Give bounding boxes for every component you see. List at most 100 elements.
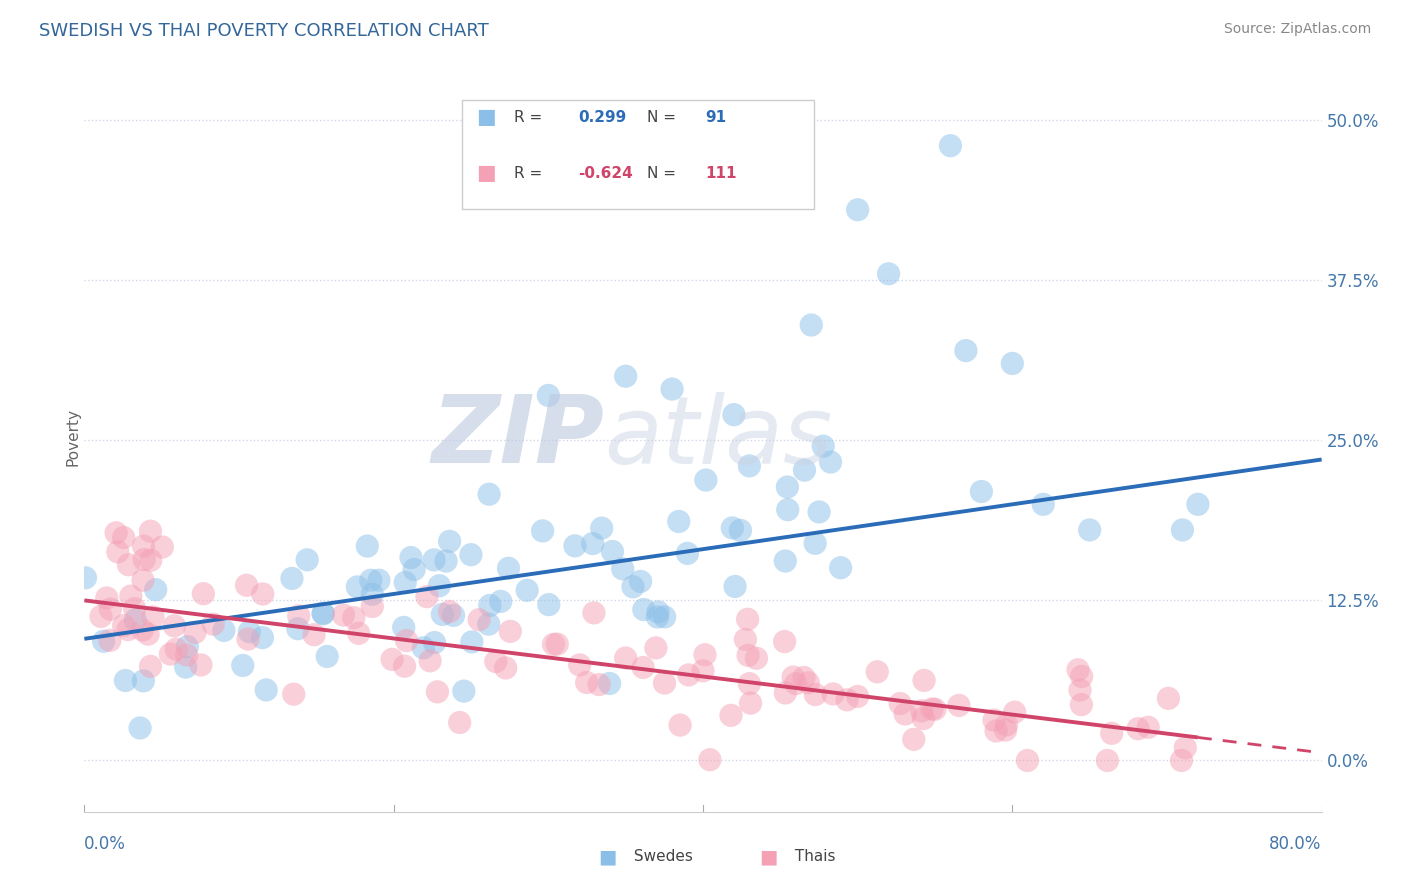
Point bbox=[478, 487, 501, 501]
Point bbox=[630, 574, 652, 589]
Text: 0.299: 0.299 bbox=[578, 110, 626, 125]
Point bbox=[820, 455, 842, 469]
Point bbox=[955, 343, 977, 358]
Point bbox=[631, 660, 654, 674]
Point bbox=[793, 463, 815, 477]
Point bbox=[105, 525, 128, 540]
Point bbox=[1174, 740, 1197, 755]
Text: ■: ■ bbox=[477, 107, 496, 128]
Point bbox=[531, 524, 554, 538]
Point bbox=[394, 659, 416, 673]
Point bbox=[970, 484, 993, 499]
Point bbox=[132, 673, 155, 688]
Point bbox=[846, 690, 869, 704]
Point bbox=[165, 642, 187, 657]
Point bbox=[124, 601, 146, 615]
Point bbox=[112, 618, 135, 632]
Point bbox=[823, 687, 845, 701]
Text: N =: N = bbox=[647, 110, 681, 125]
Point bbox=[434, 554, 457, 568]
Point bbox=[995, 718, 1018, 732]
Point bbox=[163, 619, 186, 633]
Point bbox=[912, 673, 935, 688]
Point bbox=[903, 732, 925, 747]
Point bbox=[734, 632, 756, 647]
Point bbox=[773, 634, 796, 648]
Point bbox=[139, 659, 162, 673]
Point bbox=[1126, 722, 1149, 736]
Point bbox=[738, 458, 761, 473]
Point bbox=[776, 502, 799, 516]
Point bbox=[212, 624, 235, 638]
Point bbox=[139, 553, 162, 567]
Point bbox=[93, 634, 115, 648]
Point bbox=[295, 553, 318, 567]
Point bbox=[131, 623, 153, 637]
Point bbox=[921, 702, 943, 716]
Point bbox=[582, 536, 605, 550]
Point bbox=[360, 573, 382, 587]
Point bbox=[1187, 497, 1209, 511]
Point bbox=[723, 408, 745, 422]
Point bbox=[460, 548, 482, 562]
Text: Swedes: Swedes bbox=[628, 849, 693, 864]
Point bbox=[232, 658, 254, 673]
Point bbox=[96, 591, 118, 605]
Point bbox=[117, 558, 139, 572]
Point bbox=[381, 652, 404, 666]
Point bbox=[633, 602, 655, 616]
Point bbox=[252, 631, 274, 645]
Text: N =: N = bbox=[647, 166, 681, 181]
Point bbox=[612, 562, 634, 576]
Point bbox=[1157, 691, 1180, 706]
Text: Source: ZipAtlas.com: Source: ZipAtlas.com bbox=[1223, 22, 1371, 37]
Point bbox=[1069, 683, 1091, 698]
Point bbox=[782, 670, 804, 684]
Point bbox=[877, 267, 900, 281]
Point bbox=[994, 723, 1017, 737]
Point bbox=[740, 696, 762, 710]
Point bbox=[647, 605, 669, 619]
Point bbox=[984, 723, 1007, 738]
Point bbox=[419, 654, 441, 668]
Point bbox=[254, 682, 277, 697]
Point bbox=[132, 539, 155, 553]
Point bbox=[939, 138, 962, 153]
Point bbox=[1097, 754, 1119, 768]
Point bbox=[894, 706, 917, 721]
Point bbox=[775, 686, 797, 700]
Point bbox=[392, 620, 415, 634]
Point bbox=[193, 587, 215, 601]
Point bbox=[117, 623, 139, 637]
Point bbox=[287, 622, 309, 636]
Point bbox=[695, 473, 717, 487]
Point bbox=[145, 582, 167, 597]
Point bbox=[114, 673, 136, 688]
FancyBboxPatch shape bbox=[461, 100, 814, 209]
Point bbox=[1171, 523, 1194, 537]
Point bbox=[804, 688, 827, 702]
Text: -0.624: -0.624 bbox=[578, 166, 633, 181]
Point bbox=[654, 676, 676, 690]
Point bbox=[184, 625, 207, 640]
Point bbox=[676, 546, 699, 560]
Point bbox=[134, 552, 156, 566]
Point bbox=[775, 554, 797, 568]
Point bbox=[776, 480, 799, 494]
Point bbox=[644, 640, 666, 655]
Point bbox=[468, 613, 491, 627]
Point bbox=[202, 617, 225, 632]
Point bbox=[730, 524, 752, 538]
Point bbox=[281, 571, 304, 585]
Point bbox=[948, 698, 970, 713]
Point bbox=[564, 539, 586, 553]
Point bbox=[316, 649, 339, 664]
Point bbox=[150, 540, 173, 554]
Point bbox=[100, 602, 122, 616]
Point bbox=[312, 607, 335, 621]
Point bbox=[575, 675, 598, 690]
Point bbox=[866, 665, 889, 679]
Point bbox=[693, 648, 716, 662]
Point bbox=[602, 544, 624, 558]
Point bbox=[495, 661, 517, 675]
